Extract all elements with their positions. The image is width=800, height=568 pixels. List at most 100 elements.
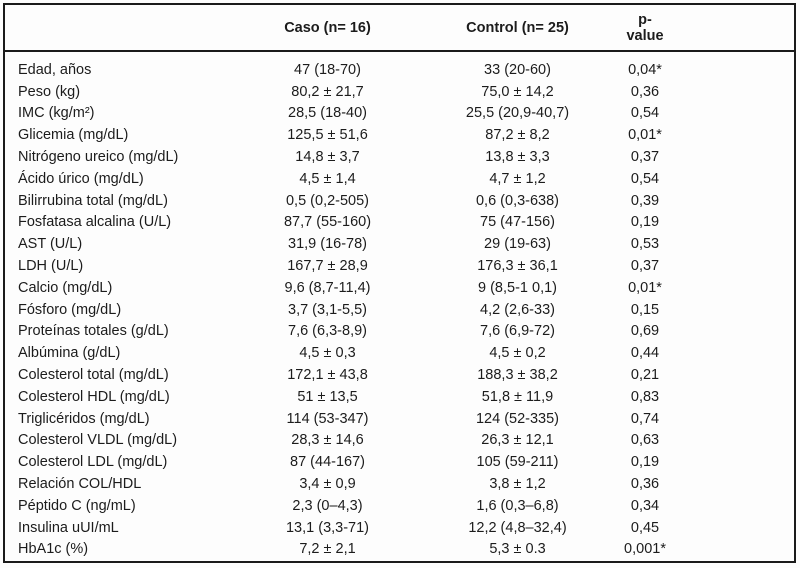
caso-value-cell: 9,6 (8,7-11,4) bbox=[284, 279, 371, 296]
caso-value-cell: 51 ± 13,5 bbox=[297, 388, 358, 405]
row-label-cell: Glicemia (mg/dL) bbox=[18, 127, 129, 144]
row-label-cell: Edad, años bbox=[18, 61, 92, 78]
caso-value-cell: 80,2 ± 21,7 bbox=[291, 83, 364, 100]
p-value-cell: 0,74 bbox=[630, 410, 660, 427]
table-row: AST (U/L) 31,9 (16-78) 29 (19-63) 0,53 bbox=[5, 233, 794, 255]
control-value-cell: 87,2 ± 8,2 bbox=[485, 127, 550, 144]
row-label-cell: Colesterol VLDL (mg/dL) bbox=[18, 432, 178, 449]
caso-value-cell: 47 (18-70) bbox=[294, 61, 361, 78]
control-value-cell: 29 (19-63) bbox=[484, 236, 551, 253]
caso-value-cell: 2,3 (0–4,3) bbox=[292, 497, 363, 514]
table-row: Fósforo (mg/dL) 3,7 (3,1-5,5) 4,2 (2,6-3… bbox=[5, 299, 794, 321]
p-value-cell: 0,54 bbox=[630, 170, 660, 187]
table-row: LDH (U/L) 167,7 ± 28,9 176,3 ± 36,1 0,37 bbox=[5, 255, 794, 277]
table-row: IMC (kg/m²) 28,5 (18-40) 25,5 (20,9-40,7… bbox=[5, 103, 794, 125]
row-label-cell: Triglicéridos (mg/dL) bbox=[18, 410, 150, 427]
control-value-cell: 75 (47-156) bbox=[480, 214, 555, 231]
row-label-cell: Péptido C (ng/mL) bbox=[18, 497, 136, 514]
caso-value-cell: 7,2 ± 2,1 bbox=[299, 541, 356, 558]
caso-value-cell: 4,5 ± 1,4 bbox=[299, 170, 356, 187]
row-label-cell: AST (U/L) bbox=[18, 236, 83, 253]
caso-value-cell: 3,4 ± 0,9 bbox=[299, 476, 356, 493]
table-row: Fosfatasa alcalina (U/L) 87,7 (55-160) 7… bbox=[5, 212, 794, 234]
row-label-cell: LDH (U/L) bbox=[18, 258, 84, 275]
p-value-cell: 0,15 bbox=[630, 301, 660, 318]
p-value-cell: 0,21 bbox=[630, 367, 660, 384]
table-row: Relación COL/HDL 3,4 ± 0,9 3,8 ± 1,2 0,3… bbox=[5, 473, 794, 495]
caso-value-cell: 28,3 ± 14,6 bbox=[291, 432, 364, 449]
p-value-cell: 0,37 bbox=[630, 258, 660, 275]
table-header-row: Caso (n= 16) Control (n= 25) p-value bbox=[5, 5, 794, 52]
caso-value-cell: 87,7 (55-160) bbox=[283, 214, 372, 231]
table-row: Triglicéridos (mg/dL) 114 (53-347) 124 (… bbox=[5, 408, 794, 430]
row-label-cell: Peso (kg) bbox=[18, 83, 81, 100]
p-value-cell: 0,19 bbox=[630, 454, 660, 471]
control-value-cell: 25,5 (20,9-40,7) bbox=[465, 105, 570, 122]
control-value-cell: 0,6 (0,3-638) bbox=[475, 192, 560, 209]
table-row: Edad, años 47 (18-70) 33 (20-60) 0,04* bbox=[5, 59, 794, 81]
control-value-cell: 3,8 ± 1,2 bbox=[489, 476, 546, 493]
p-value-cell: 0,01* bbox=[628, 279, 662, 296]
p-value-cell: 0,83 bbox=[630, 388, 660, 405]
caso-value-cell: 167,7 ± 28,9 bbox=[287, 258, 368, 275]
table-row: Peso (kg) 80,2 ± 21,7 75,0 ± 14,2 0,36 bbox=[5, 81, 794, 103]
control-value-cell: 1,6 (0,3–6,8) bbox=[476, 497, 559, 514]
row-label-cell: Proteínas totales (g/dL) bbox=[18, 323, 169, 340]
row-label-cell: Colesterol LDL (mg/dL) bbox=[18, 454, 168, 471]
table-row: Colesterol VLDL (mg/dL) 28,3 ± 14,6 26,3… bbox=[5, 430, 794, 452]
row-label-cell: Ácido úrico (mg/dL) bbox=[18, 170, 144, 187]
header-cell-p-value: p-value bbox=[626, 11, 664, 44]
table-row: Bilirrubina total (mg/dL) 0,5 (0,2-505) … bbox=[5, 190, 794, 212]
caso-value-cell: 13,1 (3,3-71) bbox=[285, 519, 370, 536]
row-label-cell: Relación COL/HDL bbox=[18, 476, 142, 493]
row-label-cell: Fosfatasa alcalina (U/L) bbox=[18, 214, 172, 231]
table-row: Colesterol total (mg/dL) 172,1 ± 43,8 18… bbox=[5, 364, 794, 386]
control-value-cell: 75,0 ± 14,2 bbox=[481, 83, 554, 100]
control-value-cell: 4,7 ± 1,2 bbox=[489, 170, 546, 187]
p-value-cell: 0,04* bbox=[628, 61, 662, 78]
p-value-cell: 0,19 bbox=[630, 214, 660, 231]
caso-value-cell: 87 (44-167) bbox=[290, 454, 365, 471]
table-row: Calcio (mg/dL) 9,6 (8,7-11,4) 9 (8,5-1 0… bbox=[5, 277, 794, 299]
control-value-cell: 105 (59-211) bbox=[476, 454, 559, 471]
p-value-cell: 0,001* bbox=[624, 541, 666, 558]
caso-value-cell: 125,5 ± 51,6 bbox=[287, 127, 368, 144]
table-row: Ácido úrico (mg/dL) 4,5 ± 1,4 4,7 ± 1,2 … bbox=[5, 168, 794, 190]
caso-value-cell: 28,5 (18-40) bbox=[288, 105, 367, 122]
control-value-cell: 5,3 ± 0.3 bbox=[489, 541, 546, 558]
p-value-cell: 0,34 bbox=[630, 497, 660, 514]
p-value-cell: 0,36 bbox=[630, 476, 660, 493]
header-cell-control: Control (n= 25) bbox=[466, 19, 569, 36]
table-body: Edad, años 47 (18-70) 33 (20-60) 0,04* P… bbox=[5, 52, 794, 560]
row-label-cell: Insulina uUI/mL bbox=[18, 519, 119, 536]
control-value-cell: 176,3 ± 36,1 bbox=[477, 258, 558, 275]
row-label-cell: Fósforo (mg/dL) bbox=[18, 301, 122, 318]
comparison-table: Caso (n= 16) Control (n= 25) p-value Eda… bbox=[3, 3, 796, 563]
p-value-cell: 0,36 bbox=[630, 83, 660, 100]
control-value-cell: 188,3 ± 38,2 bbox=[477, 367, 558, 384]
control-value-cell: 9 (8,5-1 0,1) bbox=[478, 279, 557, 296]
table-row: Glicemia (mg/dL) 125,5 ± 51,6 87,2 ± 8,2… bbox=[5, 124, 794, 146]
row-label-cell: Colesterol HDL (mg/dL) bbox=[18, 388, 170, 405]
table-row: HbA1c (%) 7,2 ± 2,1 5,3 ± 0.3 0,001* bbox=[5, 539, 794, 561]
caso-value-cell: 3,7 (3,1-5,5) bbox=[288, 301, 367, 318]
row-label-cell: Albúmina (g/dL) bbox=[18, 345, 121, 362]
p-value-cell: 0,63 bbox=[630, 432, 660, 449]
control-value-cell: 13,8 ± 3,3 bbox=[485, 149, 550, 166]
table-row: Colesterol LDL (mg/dL) 87 (44-167) 105 (… bbox=[5, 451, 794, 473]
caso-value-cell: 172,1 ± 43,8 bbox=[287, 367, 368, 384]
control-value-cell: 26,3 ± 12,1 bbox=[481, 432, 554, 449]
p-value-cell: 0,39 bbox=[630, 192, 660, 209]
control-value-cell: 12,2 (4,8–32,4) bbox=[468, 519, 567, 536]
p-value-cell: 0,44 bbox=[630, 345, 660, 362]
control-value-cell: 51,8 ± 11,9 bbox=[481, 388, 554, 405]
row-label-cell: Colesterol total (mg/dL) bbox=[18, 367, 169, 384]
caso-value-cell: 4,5 ± 0,3 bbox=[299, 345, 356, 362]
header-cell-caso: Caso (n= 16) bbox=[284, 19, 371, 36]
caso-value-cell: 14,8 ± 3,7 bbox=[295, 149, 360, 166]
p-value-cell: 0,45 bbox=[630, 519, 660, 536]
caso-value-cell: 31,9 (16-78) bbox=[288, 236, 367, 253]
control-value-cell: 124 (52-335) bbox=[475, 410, 560, 427]
table-row: Albúmina (g/dL) 4,5 ± 0,3 4,5 ± 0,2 0,44 bbox=[5, 342, 794, 364]
